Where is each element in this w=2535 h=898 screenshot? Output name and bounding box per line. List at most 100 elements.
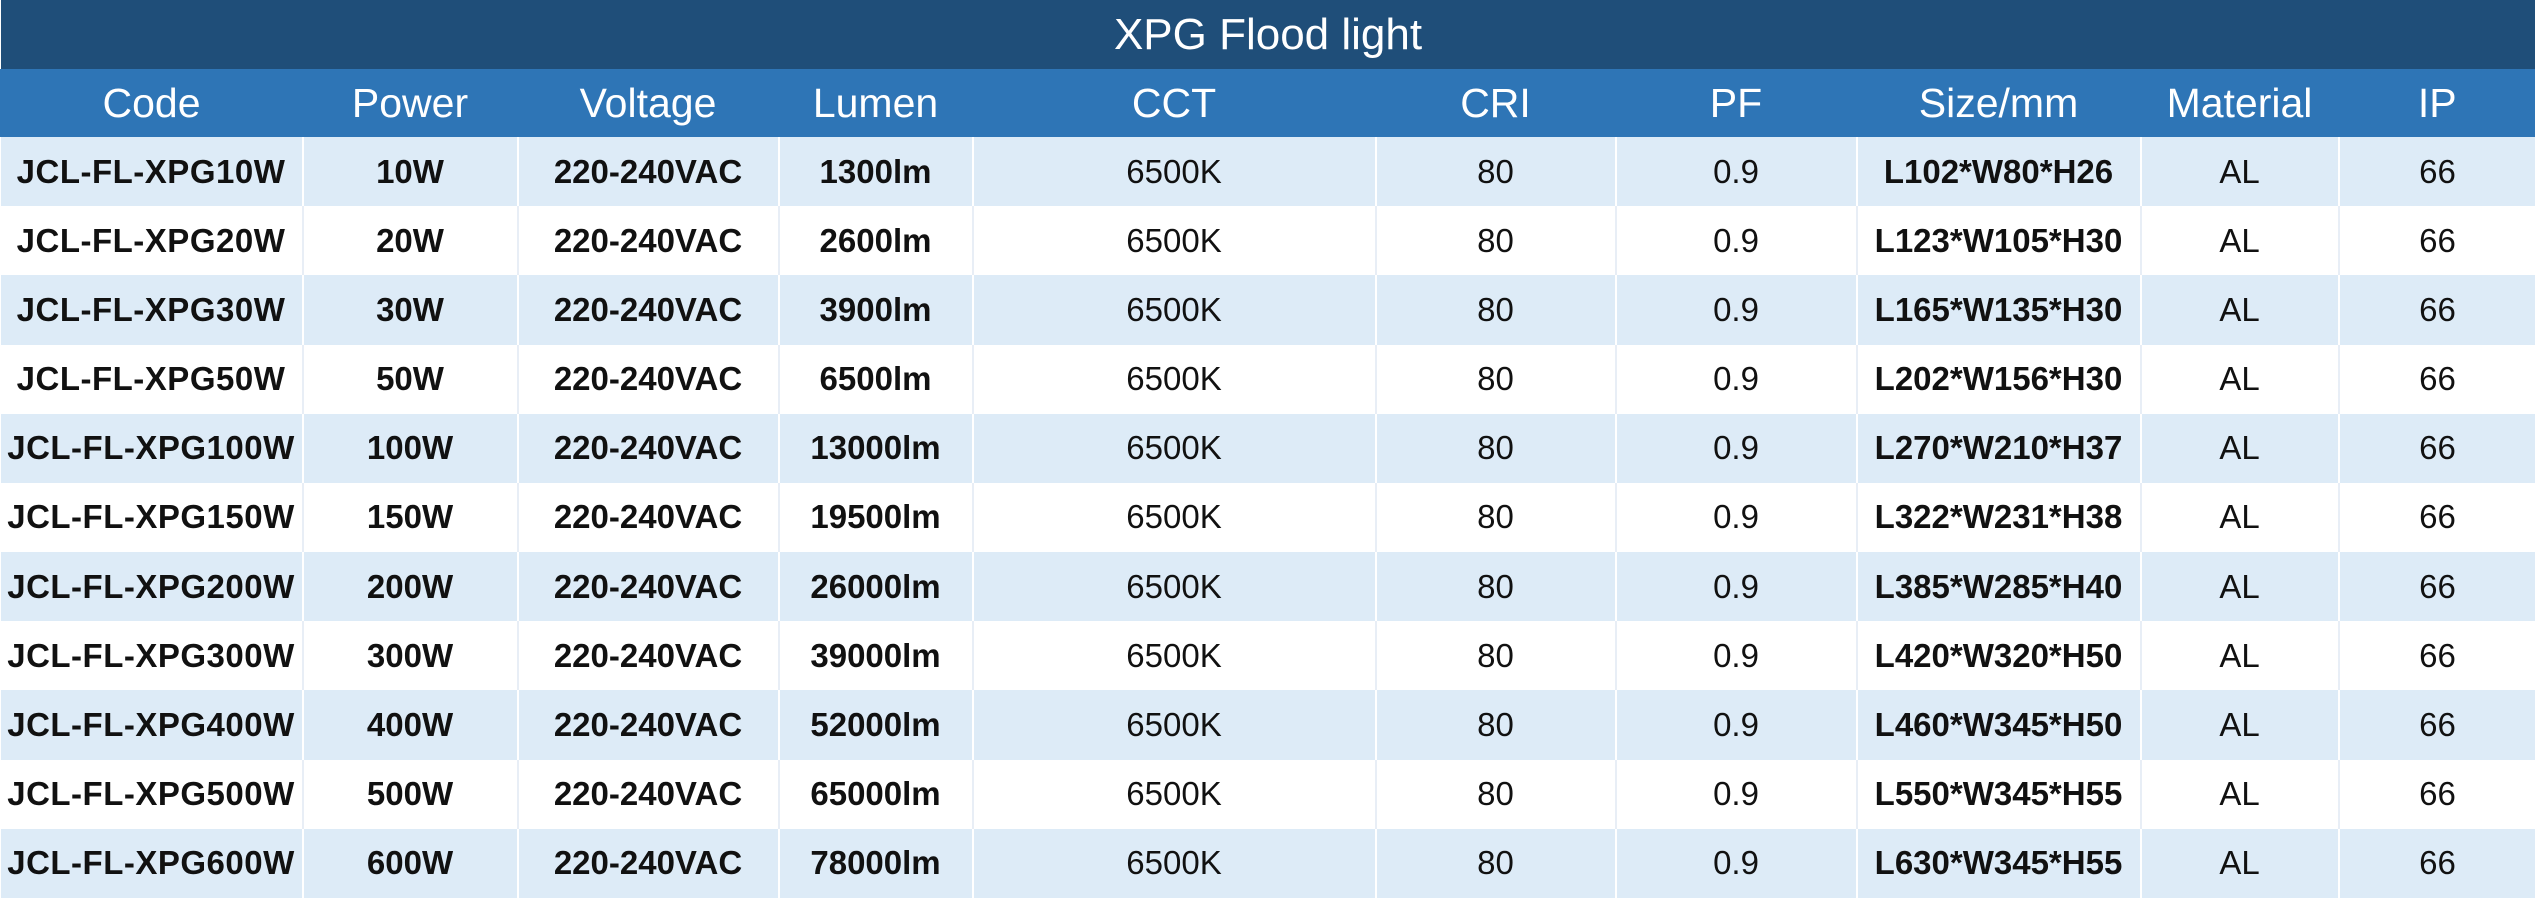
cell-lumen: 39000lm — [777, 621, 973, 691]
cell-cri: 80 — [1374, 759, 1616, 829]
cell-cct: 6500K — [971, 828, 1376, 898]
cell-lumen: 6500lm — [777, 344, 973, 414]
cell-ip: 66 — [2337, 137, 2535, 207]
cell-size: L385*W285*H40 — [1855, 552, 2141, 622]
cell-pf: 0.9 — [1614, 828, 1857, 898]
cell-pf: 0.9 — [1614, 759, 1857, 829]
cell-material: AL — [2139, 137, 2339, 207]
cell-ip: 66 — [2337, 344, 2535, 414]
cell-lumen: 52000lm — [777, 690, 973, 760]
cell-material: AL — [2139, 482, 2339, 553]
cell-ip: 66 — [2337, 621, 2535, 691]
cell-code: JCL-FL-XPG20W — [0, 206, 303, 276]
cell-code: JCL-FL-XPG600W — [0, 828, 303, 898]
cell-pf: 0.9 — [1614, 690, 1857, 760]
table-row: JCL-FL-XPG10W 10W 220-240VAC 1300lm 6500K 80 0… — [0, 137, 2535, 207]
table-row: JCL-FL-XPG600W 600W 220-240VAC 78000lm 6500K… — [0, 828, 2535, 898]
table-body: JCL-FL-XPG10W 10W 220-240VAC 1300lm 6500K 80 0… — [0, 137, 2535, 898]
cell-power: 300W — [301, 621, 518, 691]
cell-code: JCL-FL-XPG300W — [0, 621, 303, 691]
column-header-size: Size/mm — [1856, 69, 2141, 137]
cell-power: 30W — [301, 275, 518, 345]
cell-voltage: 220-240VAC — [516, 552, 779, 622]
column-header-voltage: Voltage — [517, 69, 779, 137]
column-header-cri: CRI — [1375, 69, 1616, 137]
cell-cct: 6500K — [971, 552, 1376, 622]
cell-size: L550*W345*H55 — [1855, 759, 2141, 829]
table-row: JCL-FL-XPG200W 200W 220-240VAC 26000lm 6500K… — [0, 552, 2535, 622]
cell-cct: 6500K — [971, 206, 1376, 276]
column-header-cct: CCT — [972, 69, 1376, 137]
cell-size: L102*W80*H26 — [1855, 137, 2141, 207]
cell-pf: 0.9 — [1614, 413, 1857, 483]
cell-ip: 66 — [2337, 690, 2535, 760]
column-header-code: Code — [0, 69, 303, 137]
cell-voltage: 220-240VAC — [516, 137, 779, 207]
cell-lumen: 3900lm — [777, 275, 973, 345]
cell-cri: 80 — [1374, 482, 1616, 553]
table-row: JCL-FL-XPG100W 100W 220-240VAC 13000lm 6500K… — [0, 413, 2535, 483]
cell-power: 600W — [301, 828, 518, 898]
cell-pf: 0.9 — [1614, 344, 1857, 414]
cell-size: L165*W135*H30 — [1855, 275, 2141, 345]
cell-material: AL — [2139, 275, 2339, 345]
cell-size: L630*W345*H55 — [1855, 828, 2141, 898]
cell-voltage: 220-240VAC — [516, 275, 779, 345]
cell-power: 100W — [301, 413, 518, 483]
cell-code: JCL-FL-XPG10W — [0, 137, 303, 207]
column-header-material: Material — [2140, 69, 2339, 137]
cell-size: L460*W345*H50 — [1855, 690, 2141, 760]
cell-lumen: 1300lm — [777, 137, 973, 207]
cell-ip: 66 — [2337, 759, 2535, 829]
cell-cri: 80 — [1374, 137, 1616, 207]
cell-material: AL — [2139, 413, 2339, 483]
column-header-pf: PF — [1615, 69, 1857, 137]
cell-cct: 6500K — [971, 621, 1376, 691]
table-row: JCL-FL-XPG20W 20W 220-240VAC 2600lm 6500K 80 0… — [0, 206, 2535, 276]
cell-power: 500W — [301, 759, 518, 829]
cell-size: L123*W105*H30 — [1855, 206, 2141, 276]
cell-pf: 0.9 — [1614, 621, 1857, 691]
cell-size: L202*W156*H30 — [1855, 344, 2141, 414]
column-header-lumen: Lumen — [778, 69, 973, 137]
title-row: XPG Flood light — [0, 0, 2535, 69]
cell-cri: 80 — [1374, 275, 1616, 345]
cell-lumen: 26000lm — [777, 552, 973, 622]
cell-voltage: 220-240VAC — [516, 621, 779, 691]
header-row: Code Power Voltage Lumen CCT CRI PF Size… — [0, 69, 2535, 137]
cell-material: AL — [2139, 344, 2339, 414]
column-header-ip: IP — [2337, 69, 2535, 137]
cell-cri: 80 — [1374, 344, 1616, 414]
cell-voltage: 220-240VAC — [516, 344, 779, 414]
cell-pf: 0.9 — [1614, 137, 1857, 207]
cell-material: AL — [2139, 552, 2339, 622]
cell-voltage: 220-240VAC — [516, 482, 779, 553]
cell-size: L322*W231*H38 — [1855, 482, 2141, 553]
cell-cri: 80 — [1374, 621, 1616, 691]
cell-size: L270*W210*H37 — [1855, 413, 2141, 483]
cell-code: JCL-FL-XPG400W — [0, 690, 303, 760]
cell-power: 20W — [301, 206, 518, 276]
cell-size: L420*W320*H50 — [1855, 621, 2141, 691]
table-row: JCL-FL-XPG400W 400W 220-240VAC 52000lm 6500K… — [0, 690, 2535, 760]
cell-ip: 66 — [2337, 413, 2535, 483]
cell-voltage: 220-240VAC — [516, 759, 779, 829]
cell-ip: 66 — [2337, 828, 2535, 898]
cell-voltage: 220-240VAC — [516, 206, 779, 276]
cell-material: AL — [2139, 759, 2339, 829]
cell-lumen: 65000lm — [777, 759, 973, 829]
cell-cri: 80 — [1374, 552, 1616, 622]
cell-pf: 0.9 — [1614, 552, 1857, 622]
cell-cct: 6500K — [971, 413, 1376, 483]
cell-power: 50W — [301, 344, 518, 414]
cell-lumen: 78000lm — [777, 828, 973, 898]
cell-code: JCL-FL-XPG100W — [0, 413, 303, 483]
cell-material: AL — [2139, 690, 2339, 760]
cell-voltage: 220-240VAC — [516, 828, 779, 898]
cell-cri: 80 — [1374, 690, 1616, 760]
cell-ip: 66 — [2337, 482, 2535, 553]
cell-power: 200W — [301, 552, 518, 622]
cell-ip: 66 — [2337, 552, 2535, 622]
cell-ip: 66 — [2337, 275, 2535, 345]
cell-cct: 6500K — [971, 690, 1376, 760]
